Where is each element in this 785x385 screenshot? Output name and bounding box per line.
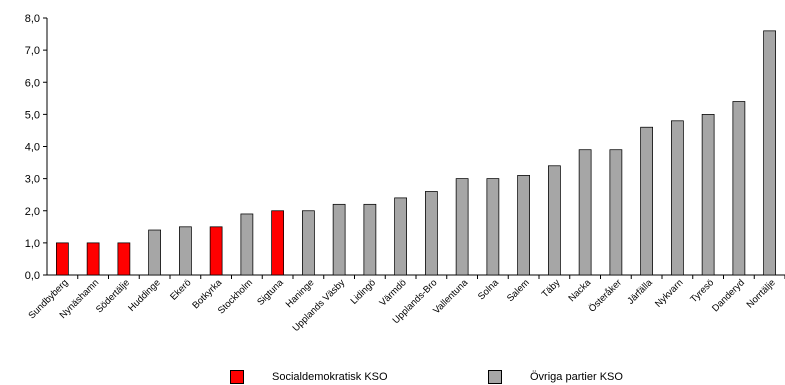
- bar: [86, 242, 100, 276]
- y-tick-label: 7,0: [25, 45, 40, 57]
- y-tick-label: 5,0: [25, 109, 40, 121]
- x-tick-label: Täby: [540, 277, 563, 300]
- y-tick-label: 6,0: [25, 77, 40, 89]
- y-tick-label: 0,0: [25, 270, 40, 282]
- x-tick-label: Salem: [505, 277, 532, 304]
- bar: [148, 229, 161, 276]
- legend-swatch-red: [230, 370, 244, 384]
- bar: [609, 149, 623, 276]
- x-tick-label: Ekerö: [168, 277, 193, 302]
- bar: [455, 178, 469, 276]
- bar: [640, 126, 653, 276]
- bar: [56, 242, 69, 276]
- bar: [763, 30, 776, 276]
- bar: [517, 175, 530, 276]
- bar: [271, 210, 284, 276]
- y-tick-label: 1,0: [25, 238, 40, 250]
- bar: [732, 101, 746, 276]
- bar: [578, 149, 592, 276]
- bar: [240, 213, 254, 276]
- legend-label: Socialdemokratisk KSO: [272, 371, 388, 383]
- bar: [117, 242, 131, 276]
- bar: [394, 197, 407, 276]
- x-tick-label: Solna: [476, 277, 501, 302]
- legend-label: Övriga partier KSO: [530, 371, 623, 383]
- bar: [548, 165, 561, 276]
- bar: [425, 191, 438, 276]
- bar: [701, 114, 715, 276]
- x-tick-label: Nykvarn: [653, 277, 685, 309]
- bar: [363, 203, 377, 276]
- bar: [209, 226, 223, 276]
- x-tick-label: Lidingö: [349, 277, 378, 306]
- y-tick-label: 3,0: [25, 174, 40, 186]
- x-tick-label: Norrtälje: [745, 277, 778, 310]
- bar: [332, 203, 346, 276]
- bar: [671, 120, 684, 276]
- legend-swatch-grey: [488, 370, 502, 384]
- x-tick-label: Tyresö: [688, 277, 716, 305]
- x-tick-label: Södertälje: [94, 277, 132, 315]
- bar: [179, 226, 192, 276]
- x-tick-label: Österåker: [587, 277, 624, 314]
- bar: [302, 210, 315, 276]
- legend-item-socialdemokratisk: Socialdemokratisk KSO: [230, 369, 388, 385]
- x-tick-label: Sigtuna: [255, 277, 286, 308]
- x-tick-label: Huddinge: [126, 277, 163, 314]
- x-tick-label: Danderyd: [710, 277, 747, 314]
- y-tick-label: 8,0: [25, 13, 40, 25]
- y-tick-label: 2,0: [25, 206, 40, 218]
- y-tick-label: 4,0: [25, 142, 40, 154]
- legend-item-ovriga: Övriga partier KSO: [488, 369, 623, 385]
- x-tick-label: Nacka: [566, 277, 593, 304]
- bar: [486, 178, 500, 276]
- x-tick-label: Järfälla: [625, 277, 655, 307]
